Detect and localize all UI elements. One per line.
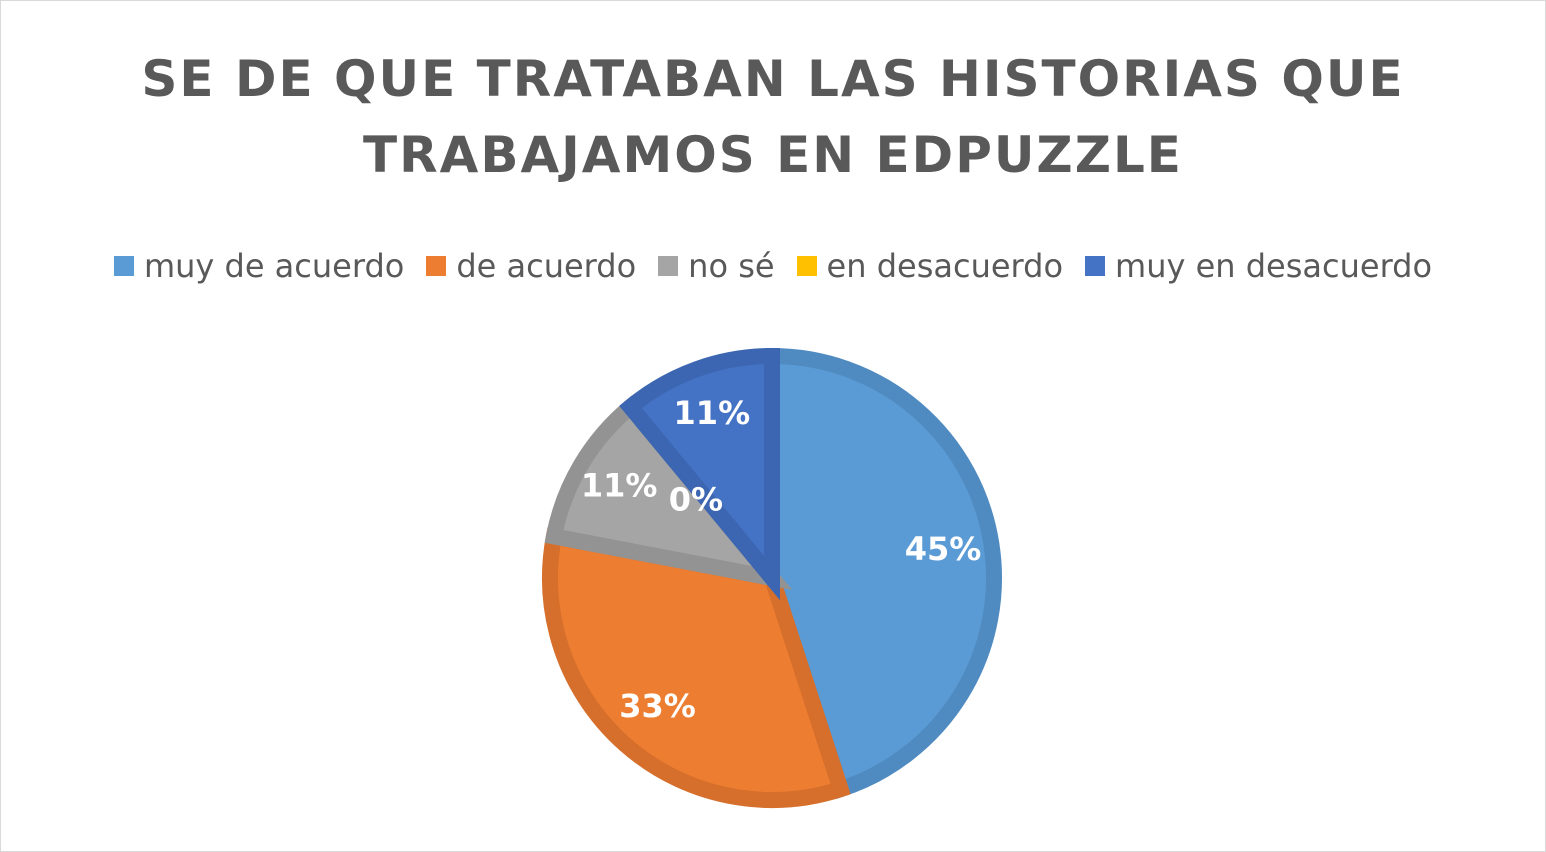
chart-legend: muy de acuerdo de acuerdo no sé en desacuer… (1, 243, 1545, 289)
data-label: 33% (619, 687, 696, 725)
legend-item: muy en desacuerdo (1085, 247, 1432, 285)
pie-slice (619, 347, 780, 601)
legend-label: de acuerdo (456, 247, 637, 285)
data-label: 45% (905, 530, 982, 568)
legend-swatch (796, 256, 817, 276)
pie-slice (542, 527, 851, 808)
legend-label: no sé (688, 247, 775, 285)
data-label: 11% (674, 394, 751, 432)
legend-label: en desacuerdo (826, 247, 1064, 285)
legend-label: muy de acuerdo (143, 247, 405, 285)
legend-swatch (426, 256, 447, 276)
legend-swatch (658, 256, 679, 276)
legend-item: en desacuerdo (796, 247, 1064, 285)
legend-swatch (113, 256, 134, 276)
data-label: 11% (581, 467, 658, 505)
legend-label: muy en desacuerdo (1115, 247, 1433, 285)
data-label: 0% (669, 480, 723, 518)
pie-slice (764, 347, 1002, 800)
chart-title: SE DE QUE TRATABAN LAS HISTORIAS QUE TRA… (141, 50, 1405, 184)
legend-swatch (1085, 256, 1106, 276)
legend-item: no sé (658, 247, 775, 285)
legend-item: muy de acuerdo (113, 247, 405, 285)
legend-item: de acuerdo (426, 247, 636, 285)
pie-slice (544, 395, 793, 591)
